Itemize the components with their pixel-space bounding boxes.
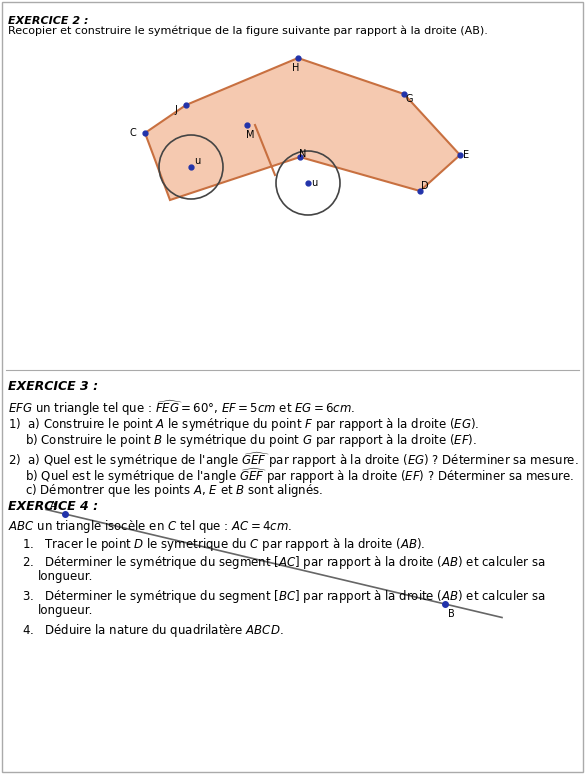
Text: u: u <box>194 156 200 166</box>
Text: longueur.: longueur. <box>38 604 94 617</box>
Text: A: A <box>50 501 57 511</box>
Text: 2.   Déterminer le symétrique du segment $[\it{AC}]$ par rapport à la droite $(\: 2. Déterminer le symétrique du segment $… <box>22 554 546 571</box>
Text: B: B <box>448 609 455 619</box>
Text: $\it{EFG}$ un triangle tel que : $\widehat{FEG}=60°$, $\it{EF}=5cm$ et $\it{EG}=: $\it{EFG}$ un triangle tel que : $\wideh… <box>8 398 355 418</box>
Text: c) Démontrer que les points $\it{A}$, $\it{E}$ et $\it{B}$ sont alignés.: c) Démontrer que les points $\it{A}$, $\… <box>25 482 323 499</box>
Text: b) Construire le point $\it{B}$ le symétrique du point $\it{G}$ par rapport à la: b) Construire le point $\it{B}$ le symét… <box>25 432 477 449</box>
Text: longueur.: longueur. <box>38 570 94 583</box>
Text: 4.   Déduire la nature du quadrilatère $\it{ABCD}$.: 4. Déduire la nature du quadrilatère $\i… <box>22 622 284 639</box>
Text: C: C <box>130 128 136 138</box>
Text: EXERCICE 3 :: EXERCICE 3 : <box>8 380 98 393</box>
Text: 1.   Tracer le point $\it{D}$ le symetrique du $\it{C}$ par rapport à la droite : 1. Tracer le point $\it{D}$ le symetriqu… <box>22 536 425 553</box>
Text: D: D <box>421 181 429 191</box>
Text: EXERCICE 4 :: EXERCICE 4 : <box>8 500 98 513</box>
Text: G: G <box>405 94 413 104</box>
Text: Recopier et construire le symétrique de la figure suivante par rapport à la droi: Recopier et construire le symétrique de … <box>8 26 488 36</box>
Text: EXERCICE 2 :: EXERCICE 2 : <box>8 16 88 26</box>
Text: E: E <box>463 150 469 160</box>
Text: M: M <box>246 130 254 140</box>
Polygon shape <box>145 58 460 200</box>
Text: H: H <box>292 63 300 73</box>
Text: J: J <box>174 105 177 115</box>
Text: 3.   Déterminer le symétrique du segment $[\it{BC}]$ par rapport à la droite $(\: 3. Déterminer le symétrique du segment $… <box>22 588 546 605</box>
Text: b) Quel est le symétrique de l'angle $\widehat{GEF}$ par rapport à la droite $(\: b) Quel est le symétrique de l'angle $\w… <box>25 466 574 486</box>
Text: u: u <box>311 178 317 188</box>
Text: $\it{ABC}$ un triangle isocèle en $\it{C}$ tel que : $\it{AC}=4cm$.: $\it{ABC}$ un triangle isocèle en $\it{C… <box>8 518 292 535</box>
Text: N: N <box>300 149 307 159</box>
Text: 2)  a) Quel est le symétrique de l'angle $\widehat{GEF}$ par rapport à la droite: 2) a) Quel est le symétrique de l'angle … <box>8 450 579 470</box>
Text: 1)  a) Construire le point $\it{A}$ le symétrique du point $\it{F}$ par rapport : 1) a) Construire le point $\it{A}$ le sy… <box>8 416 479 433</box>
